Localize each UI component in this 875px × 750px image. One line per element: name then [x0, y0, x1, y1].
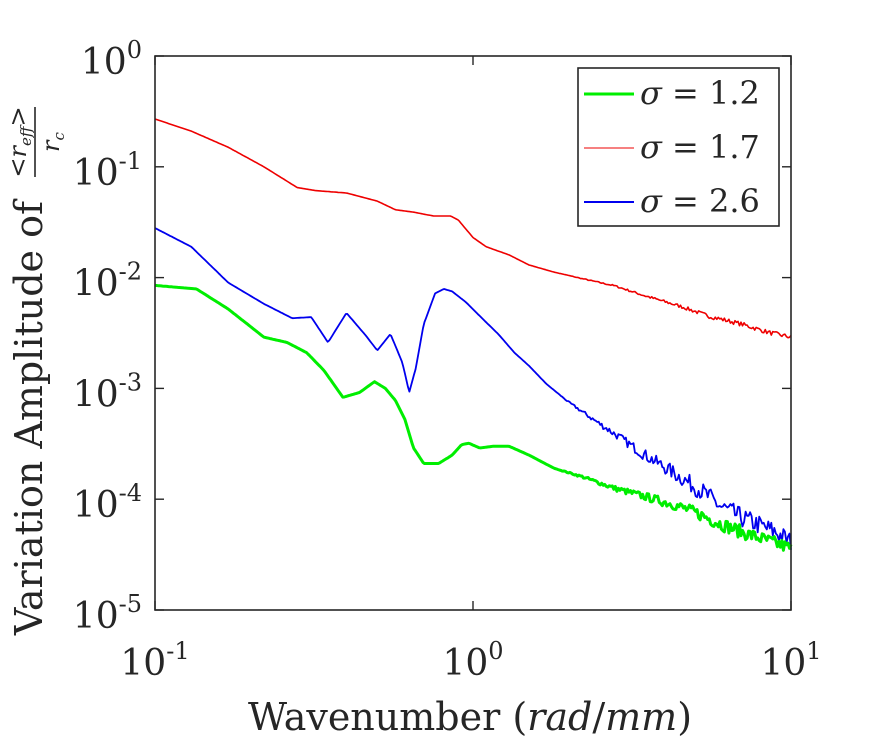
y-tick-label: 10-1 [73, 147, 142, 194]
y-axis-label-fraction: <reff> rc [4, 106, 68, 177]
x-tick-label: 101 [760, 637, 821, 684]
legend-label: σ = 1.2 [640, 74, 760, 112]
x-axis-label: Wavenumber (rad/mm) [248, 695, 692, 739]
y-axis-label: Variation Amplitude of <reff> rc [4, 106, 68, 636]
x-tick-label: 100 [442, 637, 503, 684]
legend-box [577, 67, 780, 227]
series-line [154, 283, 793, 552]
series-line [154, 227, 792, 550]
legend-entry: σ = 1.2 [584, 74, 760, 112]
y-tick-label: 10-4 [73, 479, 142, 526]
svg-text:Variation Amplitude of: Variation Amplitude of [7, 198, 51, 636]
x-tick-label: 10-1 [120, 637, 189, 684]
legend-entry: σ = 1.7 [584, 128, 760, 166]
svg-text:rc: rc [37, 131, 68, 151]
legend-entry: σ = 2.6 [584, 182, 760, 220]
legend: σ = 1.2 σ = 1.7 σ = 2.6 [577, 67, 780, 227]
tick-labels: 10-1 100 101 10-5 10-4 10-3 10-2 10-1 100 [73, 36, 822, 684]
y-tick-label: 10-5 [73, 590, 142, 637]
legend-label: σ = 2.6 [640, 182, 760, 220]
axes-box [154, 55, 792, 611]
plot-lines [154, 118, 793, 552]
y-tick-label: 10-3 [73, 368, 142, 415]
series-line [154, 118, 792, 339]
svg-text:<reff>: <reff> [4, 106, 35, 177]
legend-label: σ = 1.7 [640, 128, 760, 166]
y-tick-label: 100 [81, 36, 142, 83]
y-tick-label: 10-2 [73, 258, 142, 305]
